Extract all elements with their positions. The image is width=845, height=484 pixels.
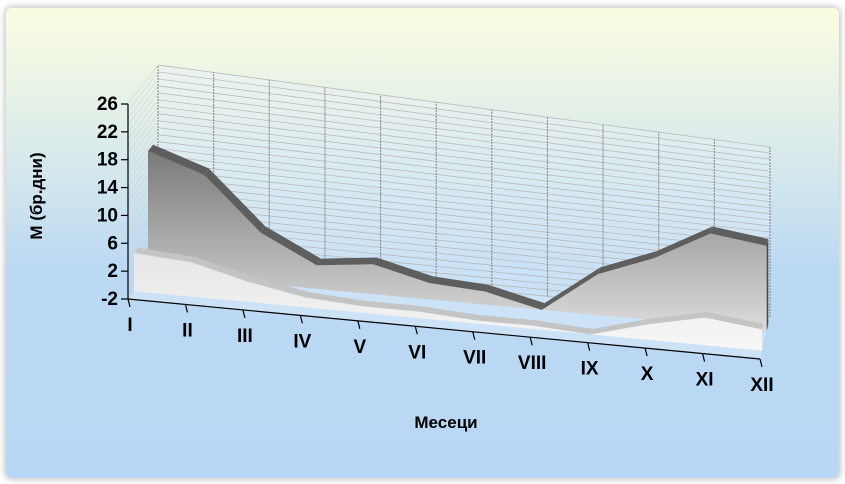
series-2-top-face: [429, 276, 489, 292]
gridline-horizontal: [157, 190, 771, 257]
y-tick-label: 6: [107, 233, 118, 254]
series-2-area: [148, 151, 767, 331]
gridline-side: [127, 92, 159, 133]
x-tick: [701, 353, 706, 362]
gridline-side: [127, 99, 159, 139]
x-axis-line: [127, 298, 761, 360]
series-1-top-face: [134, 247, 195, 263]
y-tick-label: -2: [101, 289, 118, 310]
gridline-horizontal: [157, 134, 771, 209]
y-tick-label: 2: [107, 261, 118, 282]
x-tick-label: VIII: [518, 353, 547, 374]
x-tick-label: II: [182, 320, 193, 341]
gridline-horizontal: [157, 120, 771, 196]
x-tick-label: VII: [463, 348, 486, 369]
x-axis-title: Месеци: [414, 413, 477, 432]
series-2-top-face: [372, 257, 433, 283]
gridline-side: [127, 78, 159, 119]
gridline-horizontal: [157, 113, 771, 190]
gridline-side: [127, 120, 159, 160]
gridline-horizontal: [157, 148, 771, 221]
gridline-horizontal: [157, 64, 771, 148]
gridline-horizontal: [157, 78, 771, 160]
series-1-top-face: [533, 320, 593, 335]
series-2-top-face: [597, 251, 657, 275]
gridline-horizontal: [157, 85, 771, 166]
x-tick: [127, 298, 131, 308]
y-tick-label: 18: [97, 150, 118, 171]
series-1-top-face: [248, 276, 309, 298]
x-tick: [759, 358, 763, 368]
x-tick: [184, 304, 189, 313]
gridline-horizontal: [157, 127, 771, 202]
gridline-side: [127, 64, 159, 105]
series-2-end-cap: [766, 239, 769, 331]
series-1-top-face: [419, 306, 480, 321]
gridline-side: [127, 71, 159, 112]
series-2-top-face: [148, 144, 209, 176]
series-2-top-face: [204, 168, 265, 233]
gridline-side: [127, 134, 159, 174]
series-1-top-face: [647, 311, 707, 325]
series-1-top-face: [590, 318, 650, 335]
series-1-top-face: [191, 256, 252, 282]
series-2-top-face: [316, 257, 377, 266]
y-axis-title: М (бр.дни): [27, 152, 46, 239]
series-1-top-face: [362, 300, 423, 312]
gridline-horizontal: [157, 92, 771, 172]
gridline-side: [127, 85, 159, 126]
gridline-horizontal: [157, 155, 771, 227]
x-tick: [644, 347, 648, 357]
x-tick-label: XII: [750, 375, 773, 396]
y-tick-label: 22: [97, 122, 118, 143]
x-tick: [242, 309, 246, 319]
x-tick-label: I: [127, 315, 132, 336]
series-1-top-face: [305, 292, 366, 307]
gridline-side: [127, 113, 159, 153]
x-tick-label: VI: [408, 342, 426, 363]
y-tick-label: 14: [97, 178, 119, 199]
series-2-top-face: [654, 226, 713, 259]
y-tick-label: 10: [97, 205, 118, 226]
chart-area: 26 22 18 14 10 6 2 -2 I II III IV V VI VII VIII IX X XI XII…: [6, 8, 839, 478]
gridline-horizontal: [157, 106, 771, 184]
x-tick: [529, 337, 533, 346]
gridline-horizontal: [157, 176, 771, 245]
gridline-side: [127, 127, 159, 167]
x-tick-label: V: [353, 337, 366, 358]
x-tick: [587, 342, 591, 351]
series-2-top-face: [710, 226, 769, 246]
x-tick: [472, 331, 476, 340]
x-tick: [357, 320, 361, 329]
gridline-horizontal: [157, 141, 771, 215]
x-tick-label: X: [641, 364, 654, 385]
gridline-horizontal: [157, 99, 771, 178]
gridline-horizontal: [157, 71, 771, 154]
gridline-horizontal: [157, 169, 771, 239]
series-2-top-face: [260, 225, 321, 266]
series-1-area: [134, 252, 762, 351]
gridline-horizontal: [157, 162, 771, 233]
series-1-top-face: [704, 311, 764, 330]
x-tick: [414, 326, 418, 335]
y-tick-label: 26: [97, 94, 118, 115]
gridline-horizontal: [157, 183, 771, 251]
series-1-top-face: [476, 314, 536, 326]
series-2-top-face: [485, 284, 545, 310]
x-tick-label: XI: [696, 370, 714, 391]
x-tick-label: IX: [581, 359, 599, 380]
gridline-side: [127, 106, 159, 146]
x-tick-label: III: [237, 326, 253, 347]
series-2-top-face: [541, 267, 601, 310]
x-tick: [299, 315, 303, 324]
x-tick-label: IV: [293, 331, 311, 352]
